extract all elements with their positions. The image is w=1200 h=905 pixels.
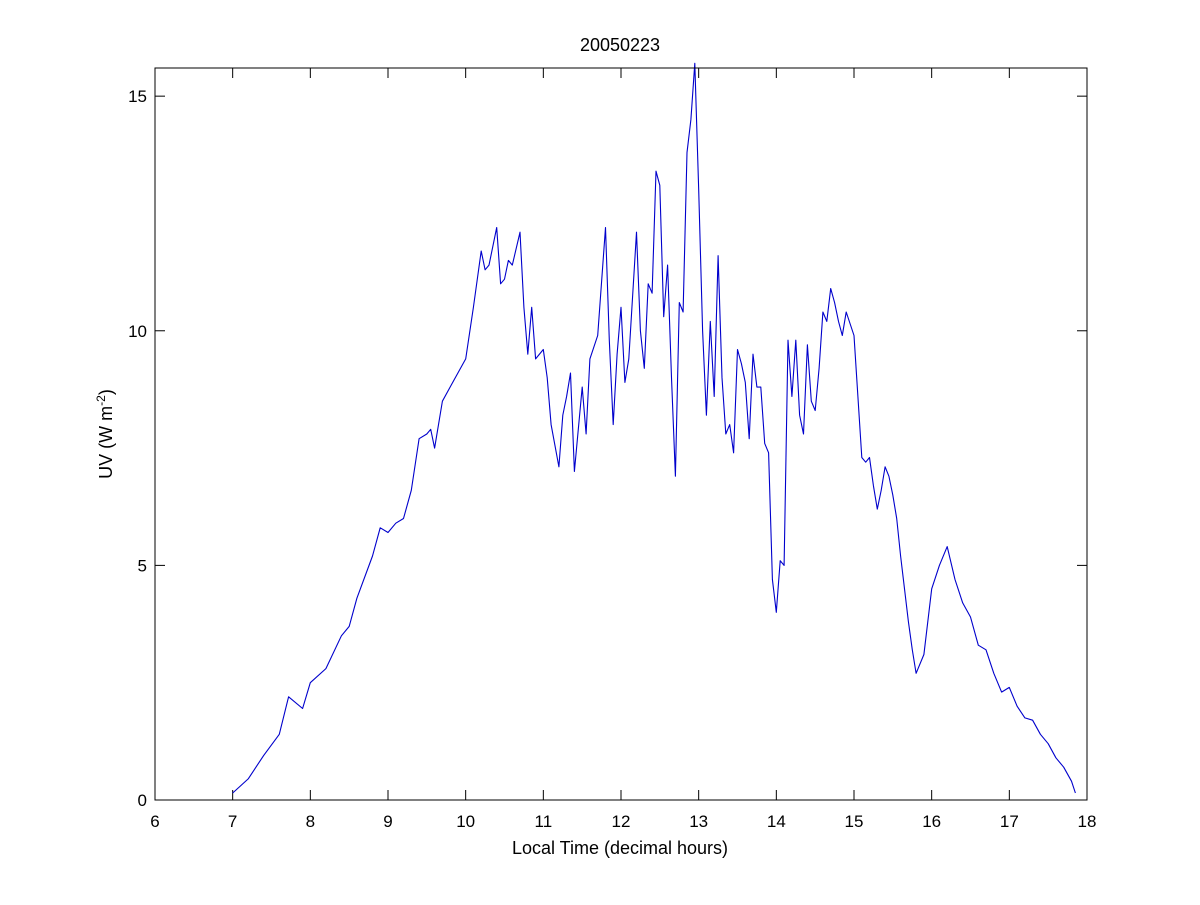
- x-tick-label: 10: [456, 812, 475, 831]
- x-tick-label: 13: [689, 812, 708, 831]
- y-axis-label-close: ): [96, 389, 116, 395]
- x-tick-label: 6: [150, 812, 159, 831]
- y-axis-label-main: UV (W m: [96, 406, 116, 479]
- uv-series-line: [232, 62, 1076, 794]
- x-axis-label: Local Time (decimal hours): [512, 838, 728, 858]
- x-tick-label: 17: [1000, 812, 1019, 831]
- y-axis-label: UV (W m-2): [94, 389, 116, 479]
- plot-frame: [154, 67, 1088, 801]
- plot-area: [155, 68, 1087, 800]
- y-tick-label: 5: [138, 556, 147, 575]
- x-tick-label: 8: [306, 812, 315, 831]
- x-tick-label: 15: [845, 812, 864, 831]
- y-axis-label-superscript: -2: [94, 395, 108, 406]
- x-tick-label: 16: [922, 812, 941, 831]
- x-tick-label: 18: [1078, 812, 1097, 831]
- x-tick-label: 7: [228, 812, 237, 831]
- x-tick-label: 11: [535, 812, 553, 831]
- y-tick-label: 0: [138, 791, 147, 810]
- x-tick-label: 12: [612, 812, 631, 831]
- y-tick-label: 15: [128, 87, 147, 106]
- x-ticks: 6 7 8 9 10 11 12 13 14 15 16 17 18: [150, 68, 1096, 831]
- x-tick-label: 14: [767, 812, 786, 831]
- y-tick-label: 10: [128, 322, 147, 341]
- chart-title: 20050223: [580, 35, 660, 55]
- x-tick-label: 9: [383, 812, 392, 831]
